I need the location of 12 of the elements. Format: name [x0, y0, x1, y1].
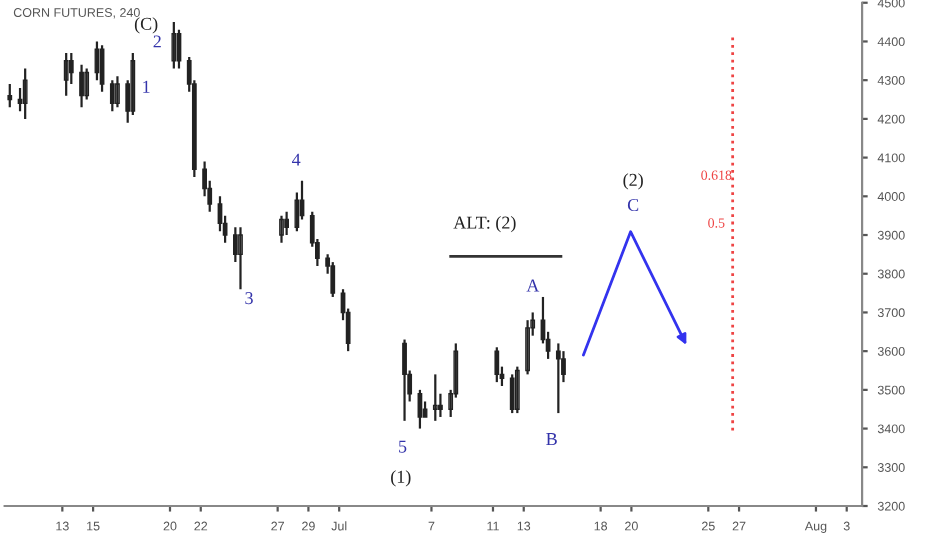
annotation: 1	[143, 80, 150, 93]
annotation: 5	[399, 440, 407, 453]
annotation: (1)	[391, 470, 411, 487]
annotation: A	[526, 279, 540, 292]
annotation: ALT: (2)	[453, 215, 516, 233]
annotation: 3	[245, 292, 253, 305]
annotation: 2	[153, 35, 161, 48]
annotation: 4	[292, 153, 301, 166]
annotation: B	[546, 433, 557, 445]
annotation: (2)	[623, 173, 643, 190]
annotation: C	[627, 198, 639, 212]
annotation: (C)	[134, 17, 158, 34]
